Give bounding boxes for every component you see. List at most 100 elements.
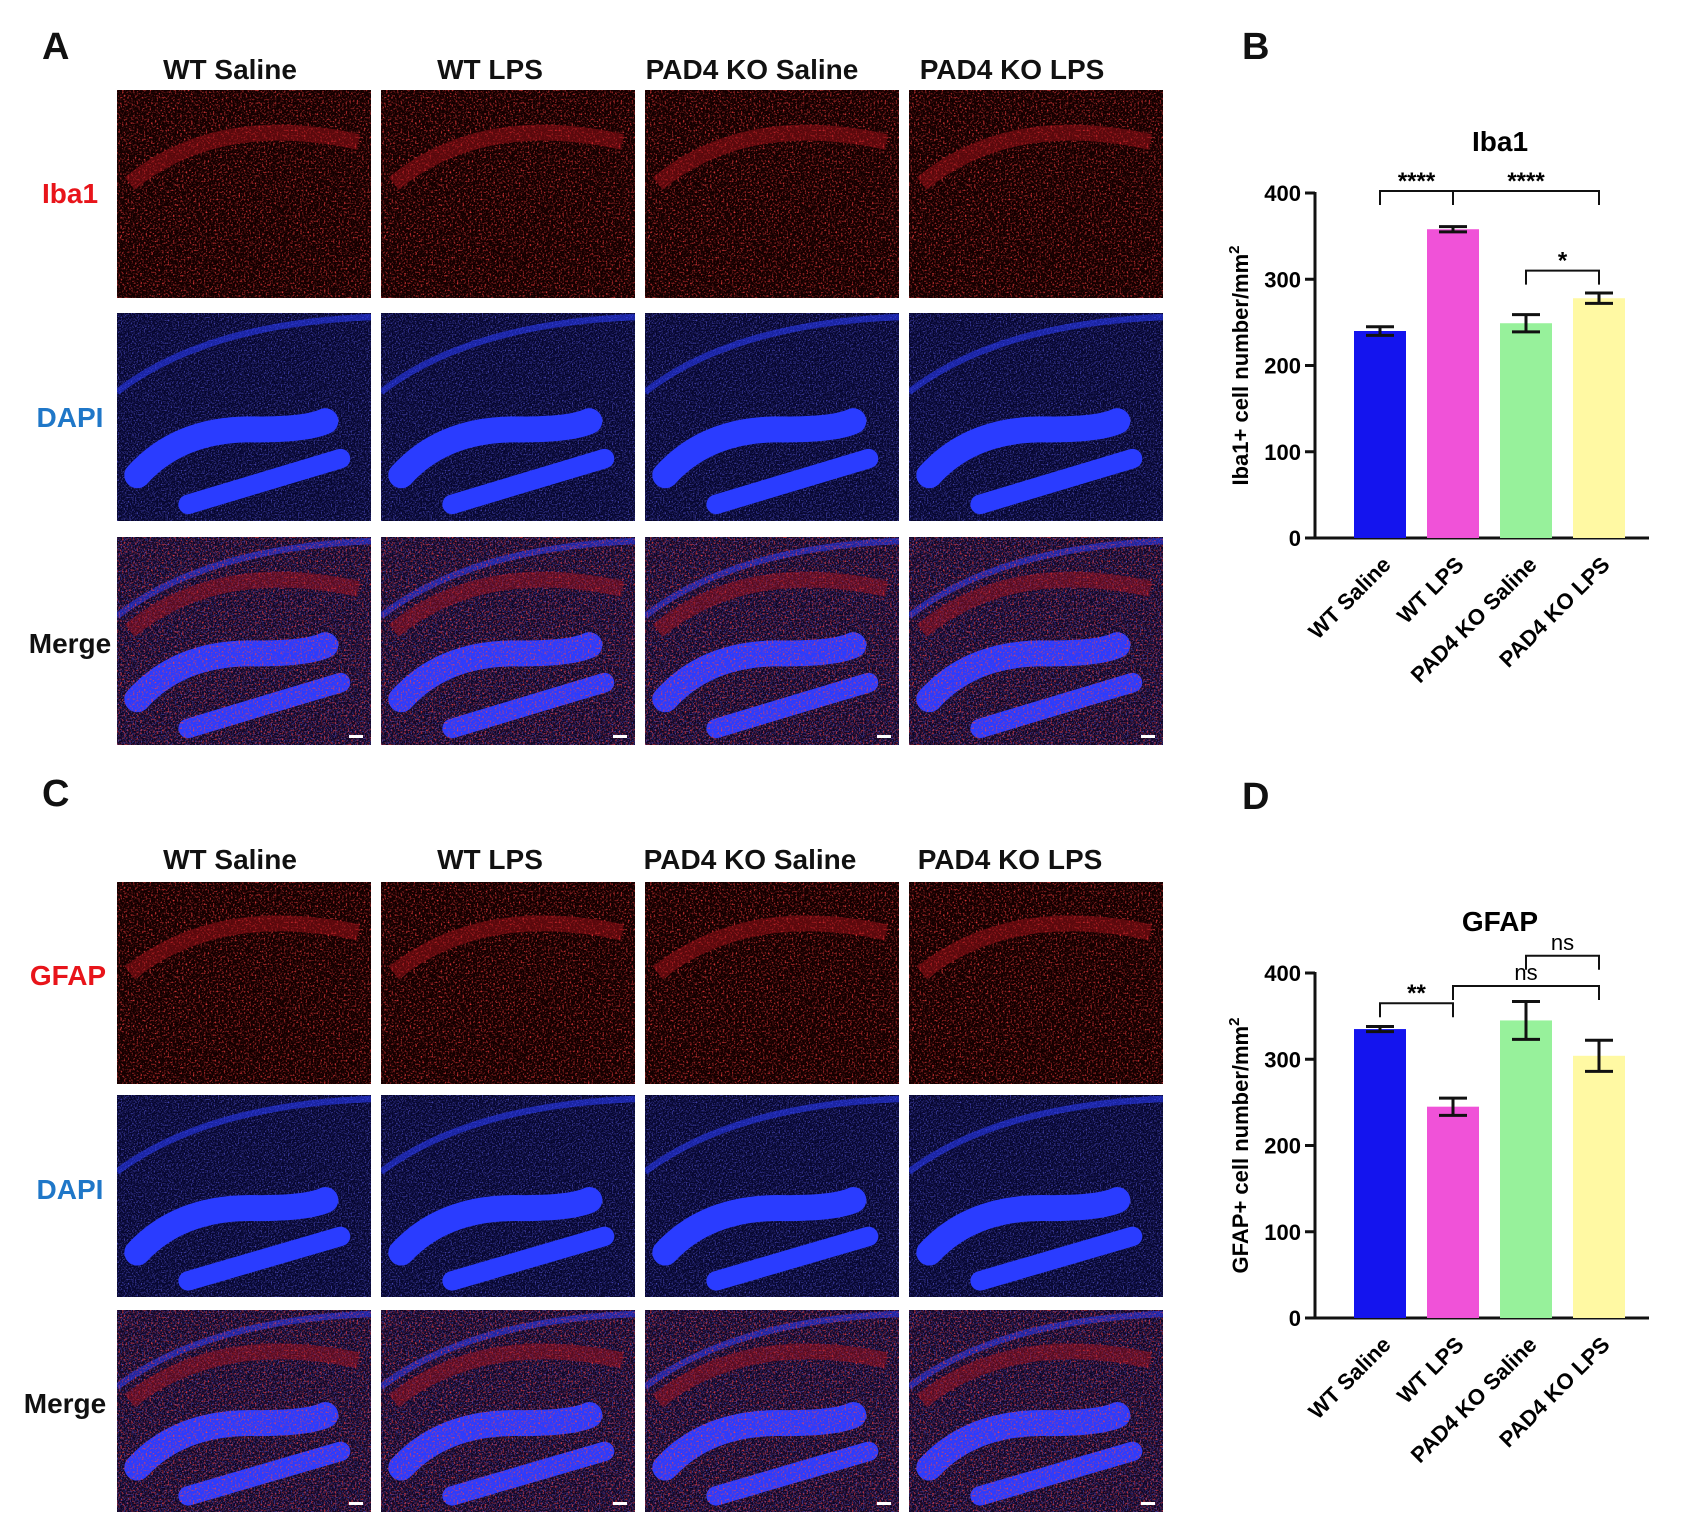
row-label-dapi: DAPI <box>36 402 104 433</box>
micrograph-dapi-1 <box>117 313 371 521</box>
micrograph-merge-2 <box>381 1310 635 1512</box>
chart-d-sig-bracket-3 <box>1525 954 1600 970</box>
dentate-gyrus-lower <box>442 448 615 515</box>
row-label-iba1: Iba1 <box>41 178 99 209</box>
row-label-merge: Merge <box>23 1388 107 1419</box>
micrograph-merge-1 <box>117 537 371 745</box>
ca-layer <box>909 1095 1163 1175</box>
chart-d-sig-label-2: ns <box>1514 960 1537 985</box>
micrograph-iba1-2 <box>381 90 635 298</box>
dentate-gyrus-upper <box>916 1187 1131 1266</box>
micrograph-merge-4 <box>909 1310 1163 1512</box>
chart-b-svg: Iba1 0 100 200 300 400 Iba1+ cell number/mm2 WT… <box>1226 126 1649 688</box>
scale-bar <box>1141 1502 1155 1505</box>
micrograph-dapi-1 <box>117 1095 371 1297</box>
scale-bar <box>613 735 627 738</box>
chart-d-title: GFAP <box>1462 906 1538 937</box>
row-label-gfap: GFAP <box>29 960 107 991</box>
micrograph-dapi-3 <box>645 1095 899 1297</box>
ca-layer <box>909 313 1163 395</box>
ca-layer <box>645 1095 899 1175</box>
column-header-pad4-ko-saline: PAD4 KO Saline <box>643 844 857 875</box>
chart-b-bar-3 <box>1500 323 1552 538</box>
dentate-gyrus-lower <box>178 1226 351 1291</box>
chart-d-ytick-label: 200 <box>1264 1134 1301 1159</box>
chart-d-y-label-superscript: 2 <box>1226 1018 1243 1026</box>
micrograph-gfap-3 <box>645 882 899 1084</box>
ca-layer <box>117 313 371 395</box>
chart-b-category-label-3: PAD4 KO Saline <box>1406 552 1542 688</box>
chart-d-ytick-label: 0 <box>1289 1306 1301 1331</box>
dentate-gyrus-upper <box>916 408 1131 489</box>
chart-d-ytick-label: 300 <box>1264 1047 1301 1072</box>
scale-bar <box>613 1502 627 1505</box>
chart-d-y-label: GFAP+ cell number/mm2 <box>1226 1018 1253 1274</box>
micrograph-merge-4 <box>909 537 1163 745</box>
dentate-gyrus-lower <box>970 448 1143 515</box>
chart-b: Iba1 0 100 200 300 400 Iba1+ cell number/mm2 WT… <box>1200 100 1670 740</box>
chart-b-sig-label-3: * <box>1558 248 1568 275</box>
ca-layer <box>117 1095 371 1175</box>
micrograph-dapi-4 <box>909 313 1163 521</box>
chart-d-bar-1 <box>1354 1029 1406 1318</box>
ca-layer <box>381 1095 635 1175</box>
chart-d-bar-4 <box>1573 1055 1625 1318</box>
chart-b-ytick-label: 400 <box>1264 181 1301 206</box>
micrograph-merge-3 <box>645 1310 899 1512</box>
chart-d-category-label-2: WT LPS <box>1392 1332 1468 1408</box>
chart-d-ytick-label: 400 <box>1264 961 1301 986</box>
chart-b-sig-label-1: **** <box>1398 168 1436 195</box>
panel-label-c: C <box>42 773 70 815</box>
chart-b-bar-2 <box>1427 229 1479 538</box>
dentate-gyrus-lower <box>706 448 879 515</box>
dentate-gyrus-lower <box>178 448 351 515</box>
micrograph-iba1-3 <box>645 90 899 298</box>
dentate-gyrus-lower <box>706 1226 879 1291</box>
chart-b-y-label-superscript: 2 <box>1226 245 1243 253</box>
chart-d: GFAP 0 100 200 300 400 GFAP+ cell number/mm2 WT… <box>1200 880 1670 1520</box>
chart-b-title: Iba1 <box>1472 126 1528 157</box>
chart-b-category-label-1: WT Saline <box>1304 552 1396 644</box>
chart-b-ytick-label: 0 <box>1289 526 1301 551</box>
dentate-gyrus-lower <box>442 1226 615 1291</box>
micrograph-dapi-4 <box>909 1095 1163 1297</box>
chart-b-bar-1 <box>1354 331 1406 538</box>
dentate-gyrus-lower <box>970 1226 1143 1291</box>
chart-d-sig-label-1: ** <box>1407 980 1426 1007</box>
row-label-dapi: DAPI <box>36 1174 104 1205</box>
scale-bar <box>349 1502 363 1505</box>
chart-b-bar-4 <box>1573 298 1625 538</box>
chart-d-sig-bracket-1 <box>1379 1002 1454 1018</box>
scale-bar <box>877 735 891 738</box>
column-header-wt-lps: WT LPS <box>437 54 543 85</box>
dentate-gyrus-upper <box>124 408 339 489</box>
micrograph-dapi-3 <box>645 313 899 521</box>
micrograph-gfap-1 <box>117 882 371 1084</box>
chart-b-y-label: Iba1+ cell number/mm2 <box>1226 245 1253 485</box>
dentate-gyrus-upper <box>652 408 867 489</box>
micrograph-gfap-2 <box>381 882 635 1084</box>
micrograph-dapi-2 <box>381 313 635 521</box>
chart-d-ytick-label: 100 <box>1264 1220 1301 1245</box>
panel-label-a: A <box>42 26 70 68</box>
micrograph-gfap-4 <box>909 882 1163 1084</box>
scale-bar <box>877 1502 891 1505</box>
chart-b-sig-bracket-2 <box>1452 190 1600 205</box>
micrograph-dapi-2 <box>381 1095 635 1297</box>
column-header-wt-saline: WT Saline <box>163 844 297 875</box>
chart-d-bar-2 <box>1427 1106 1479 1318</box>
column-header-pad4-ko-lps: PAD4 KO LPS <box>919 54 1105 85</box>
ca-layer <box>645 313 899 395</box>
dentate-gyrus-upper <box>388 1187 603 1266</box>
chart-d-category-label-3: PAD4 KO Saline <box>1406 1332 1542 1468</box>
column-header-wt-saline: WT Saline <box>163 54 297 85</box>
micrograph-merge-2 <box>381 537 635 745</box>
chart-d-svg: GFAP 0 100 200 300 400 GFAP+ cell number/mm2 WT… <box>1226 906 1649 1468</box>
chart-d-category-label-1: WT Saline <box>1304 1332 1396 1424</box>
chart-b-ytick-label: 300 <box>1264 267 1301 292</box>
chart-d-sig-label-3: ns <box>1551 930 1574 955</box>
dentate-gyrus-upper <box>652 1187 867 1266</box>
chart-b-sig-bracket-3 <box>1525 269 1600 285</box>
micrograph-merge-1 <box>117 1310 371 1512</box>
scale-bar <box>1141 735 1155 738</box>
